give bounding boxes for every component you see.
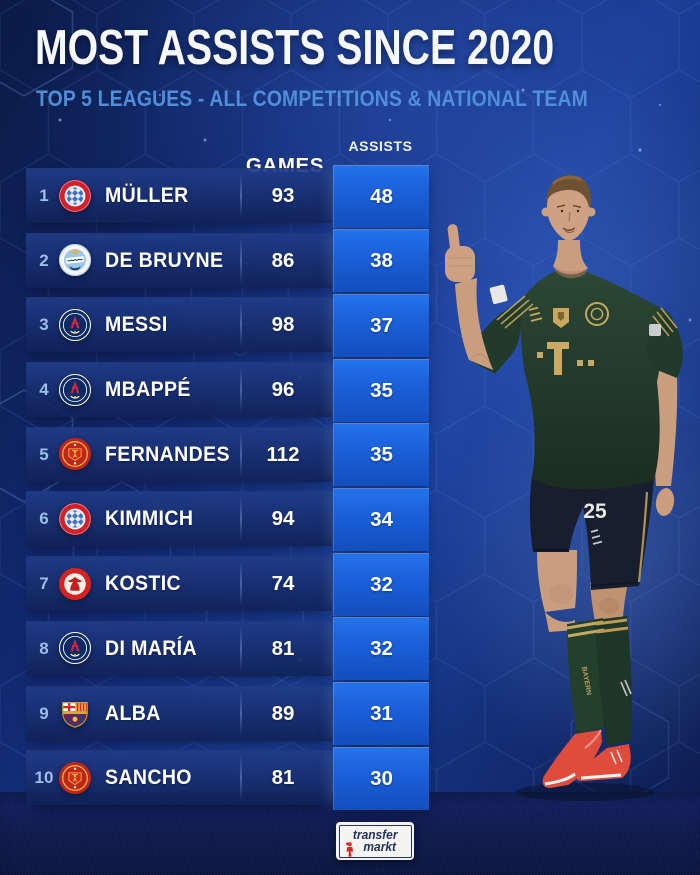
- assists-value: 37: [370, 313, 393, 337]
- player-name: KOSTIC: [105, 572, 182, 596]
- assists-value: 48: [370, 184, 393, 208]
- player-name: DI MARÍA: [105, 636, 197, 660]
- games-value: 112: [266, 442, 300, 466]
- club-badge-manchester-united-icon: [58, 761, 92, 795]
- table-row: 1 MÜLLER 93 48: [26, 164, 429, 228]
- assists-box: 38: [333, 229, 429, 293]
- games-value: 98: [271, 313, 295, 337]
- assists-value: 35: [370, 378, 393, 402]
- assists-box: 35: [333, 423, 429, 487]
- games-value: 93: [271, 184, 295, 207]
- games-value: 86: [271, 248, 295, 272]
- club-badge-psg-icon: [58, 308, 92, 342]
- assists-value: 30: [370, 766, 393, 790]
- assists-box: 34: [333, 487, 429, 551]
- player-name: MÜLLER: [105, 184, 189, 207]
- assists-value: 34: [370, 507, 393, 531]
- table-row: 2 DE BRUYNE 86 38: [26, 229, 429, 293]
- games-value: 81: [271, 766, 295, 790]
- referee-icon: [345, 841, 353, 857]
- table-row: 5 FERNANDES 112 35: [26, 423, 429, 487]
- club-badge-manchester-united-icon: [58, 437, 92, 471]
- player-name: MBAPPÉ: [105, 378, 191, 402]
- player-photo: BAYERN 25: [445, 175, 683, 801]
- table-row: 3 MESSI 98 37: [26, 293, 429, 357]
- games-value: 89: [271, 701, 295, 725]
- page-title: MOST ASSISTS SINCE 2020: [35, 21, 555, 75]
- player-name: MESSI: [105, 313, 168, 337]
- table-row: 4 MBAPPÉ 96 35: [26, 358, 429, 422]
- assists-column-header: ASSISTS: [348, 138, 413, 154]
- rank-number: 9: [39, 703, 49, 723]
- rank-number: 5: [39, 444, 49, 464]
- rank-number: 8: [39, 638, 49, 658]
- club-badge-bayern-munich-icon: [58, 179, 92, 213]
- assists-value: 31: [370, 702, 393, 725]
- svg-text:BAYERN: BAYERN: [580, 666, 592, 696]
- club-badge-bayern-munich-icon: [58, 502, 92, 536]
- rank-number: 4: [39, 380, 49, 400]
- transfermarkt-logo: transfer markt: [336, 822, 414, 860]
- brand-text-bottom: markt: [363, 839, 397, 854]
- table-row: 8 DI MARÍA 81 32: [26, 617, 429, 681]
- assists-value: 35: [370, 443, 393, 467]
- rank-number: 3: [39, 315, 49, 335]
- games-value: 94: [271, 507, 295, 531]
- table-row: 10 SANCHO 81 30: [26, 746, 429, 810]
- table-row: 9 ALBA 89 31: [26, 682, 429, 745]
- brand-text-top: transfer: [352, 826, 398, 842]
- rank-number: 7: [39, 574, 49, 594]
- page-subtitle: TOP 5 LEAGUES - ALL COMPETITIONS & NATIO…: [36, 86, 588, 111]
- table-row: 6 KIMMICH 94 34: [26, 487, 429, 551]
- assists-box: 32: [333, 617, 429, 681]
- assists-box: 48: [333, 164, 429, 228]
- ranking-table: 1 MÜLLER 93 48 2 DE BRUYNE 86 38 3 MESSI…: [26, 164, 429, 815]
- player-name: ALBA: [105, 701, 161, 725]
- assists-box: 35: [333, 358, 429, 422]
- table-row: 7 KOSTIC 74 32: [26, 552, 429, 616]
- games-value: 74: [271, 572, 295, 596]
- games-value: 81: [271, 636, 295, 660]
- svg-text:25: 25: [583, 500, 607, 523]
- assists-box: 30: [333, 746, 429, 810]
- player-name: FERNANDES: [105, 442, 230, 466]
- games-value: 96: [271, 378, 295, 402]
- rank-number: 6: [39, 509, 49, 529]
- rank-number: 2: [39, 250, 49, 270]
- club-badge-psg-icon: [58, 373, 92, 407]
- assists-box: 32: [333, 552, 429, 616]
- player-name: SANCHO: [105, 766, 192, 790]
- rank-number: 10: [34, 768, 54, 788]
- assists-value: 32: [370, 637, 393, 661]
- transfermarkt-logo-frame: transfer markt: [338, 824, 412, 858]
- player-name: KIMMICH: [105, 507, 194, 531]
- assists-value: 38: [370, 249, 393, 273]
- player-name: DE BRUYNE: [105, 248, 224, 272]
- club-badge-eintracht-frankfurt-icon: [58, 567, 92, 601]
- rank-number: 1: [39, 186, 49, 205]
- club-badge-fc-barcelona-icon: [58, 696, 92, 730]
- assists-box: 37: [333, 293, 429, 357]
- assists-box: 31: [333, 682, 429, 745]
- club-badge-manchester-city-icon: [58, 243, 92, 277]
- assists-value: 32: [370, 572, 393, 596]
- club-badge-psg-icon: [58, 631, 92, 665]
